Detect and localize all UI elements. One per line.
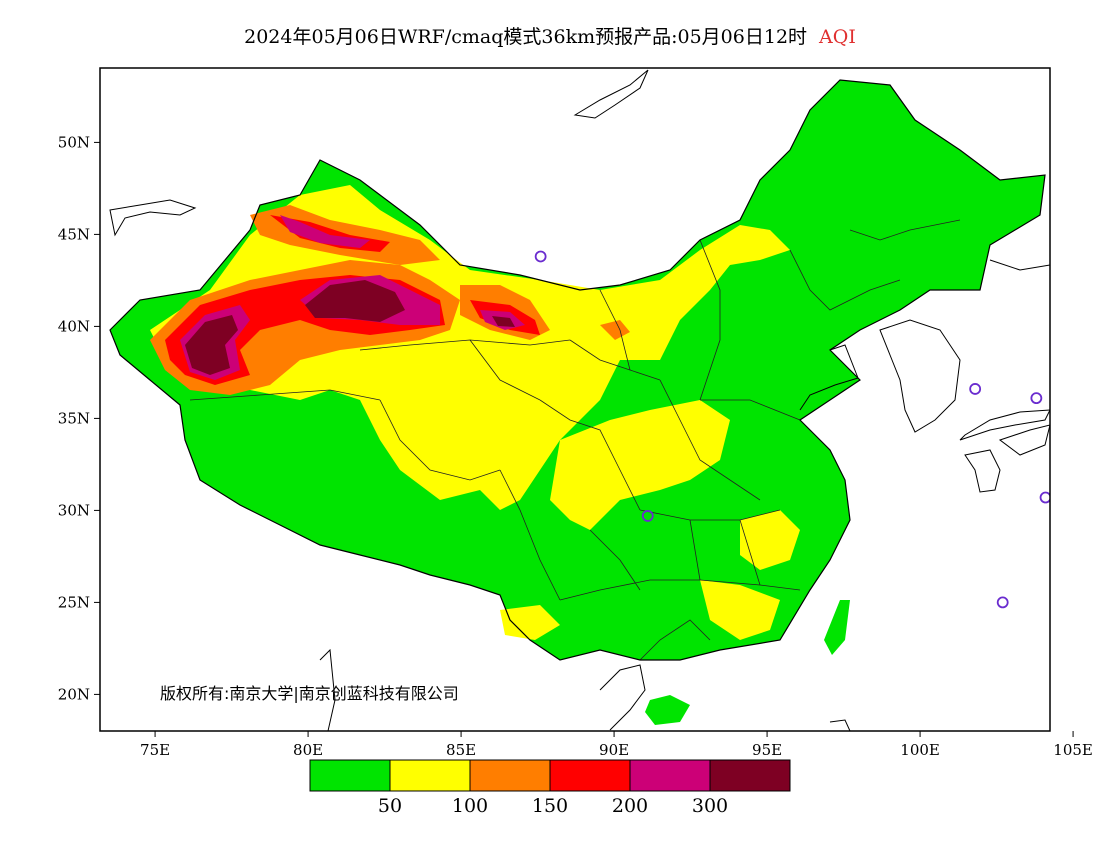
province-boundaries: [189, 219, 961, 661]
region-yellow-north: [150, 185, 790, 510]
legend-swatch: [469, 759, 551, 792]
lon-tick-label: 95E: [752, 741, 782, 759]
region-darkred-central: [305, 280, 405, 322]
region-orange-spot: [600, 320, 630, 340]
lat-tick-label: 25N: [58, 593, 90, 611]
station-marker: [1039, 491, 1050, 504]
lon-tick-label: 105E: [1053, 741, 1093, 759]
region-darkred-west: [185, 315, 238, 375]
lon-tick-label: 80E: [293, 741, 323, 759]
page-title: 2024年05月06日WRF/cmaq模式36km预报产品:05月06日12时 A…: [0, 22, 1100, 49]
legend-swatch: [389, 759, 471, 792]
copyright-text: 版权所有:南京大学|南京创蓝科技有限公司: [160, 684, 459, 703]
title-variable: AQI: [819, 26, 856, 48]
latitude-axis: 50N 45N 40N 35N 30N 25N 20N: [58, 133, 100, 703]
lat-tick-label: 40N: [58, 317, 90, 335]
legend-swatch: [629, 759, 711, 792]
lat-tick-label: 30N: [58, 501, 90, 519]
region-yellow-east: [740, 510, 800, 570]
legend-label: 150: [532, 795, 568, 817]
lon-tick-label: 75E: [140, 741, 170, 759]
station-marker: [969, 383, 982, 395]
legend-swatch: [549, 759, 631, 792]
region-darkred-east: [492, 316, 515, 327]
region-yellow-sw: [500, 605, 560, 640]
lat-tick-label: 45N: [58, 225, 90, 243]
lat-tick-label: 20N: [58, 685, 90, 703]
lat-tick-label: 50N: [58, 133, 90, 151]
map-content: [109, 69, 1050, 731]
title-main: 2024年05月06日WRF/cmaq模式36km预报产品:05月06日12时: [244, 26, 808, 48]
lon-tick-label: 90E: [599, 741, 629, 759]
region-yellow-central: [550, 400, 730, 530]
station-marker: [996, 596, 1009, 609]
lat-tick-label: 35N: [58, 409, 90, 427]
lon-tick-label: 100E: [900, 741, 940, 759]
legend-swatch: [709, 759, 791, 792]
national-boundary: [109, 79, 1046, 661]
station-marker: [641, 510, 654, 522]
legend-label: 300: [692, 795, 728, 817]
legend-label: 200: [612, 795, 648, 817]
legend-label: 100: [452, 795, 488, 817]
longitude-axis: 75E80E85E90E95E100E105E110E115E120E125E1…: [140, 731, 1093, 759]
region-yellow-south: [700, 580, 780, 640]
coastlines: [109, 69, 1050, 731]
aqi-legend: 50 100 150 200 300: [309, 759, 791, 817]
station-marker: [534, 250, 547, 263]
map-frame: [99, 67, 1051, 732]
lon-tick-label: 85E: [446, 741, 476, 759]
legend-swatch: [309, 759, 391, 792]
station-marker: [1030, 392, 1043, 405]
region-taiwan: [824, 600, 850, 655]
station-markers: [534, 250, 1050, 609]
region-hainan: [645, 695, 690, 725]
legend-label: 50: [378, 795, 402, 817]
region-magenta-north: [280, 215, 370, 248]
